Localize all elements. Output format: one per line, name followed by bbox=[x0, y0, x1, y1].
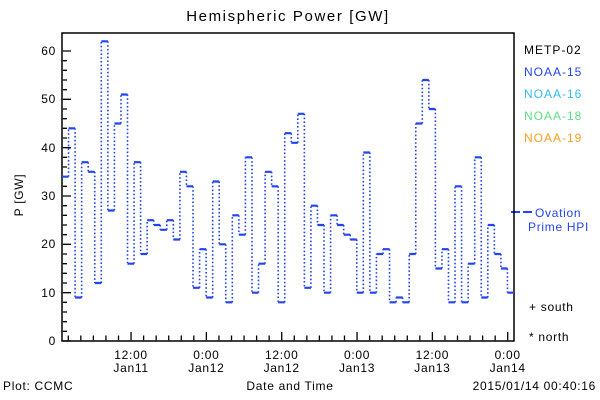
north-marker-key: * north bbox=[529, 330, 570, 344]
plot-credit: Plot: CCMC bbox=[3, 379, 74, 393]
axis-box bbox=[61, 32, 515, 342]
x-axis-label: Date and Time bbox=[246, 379, 334, 393]
chart-title: Hemispheric Power [GW] bbox=[186, 8, 390, 25]
ovation-legend: Ovation Prime HPI bbox=[511, 206, 589, 234]
line-sample-icon bbox=[511, 211, 520, 214]
axis-ticks bbox=[62, 50, 509, 342]
x-tick-label: 12:00 Jan11 bbox=[113, 348, 149, 375]
y-tick-label: 40 bbox=[41, 140, 56, 155]
legend-item-noaa-18: NOAA-18 bbox=[524, 109, 583, 123]
y-tick-label: 10 bbox=[41, 285, 56, 300]
legend-item-noaa-16: NOAA-16 bbox=[524, 87, 583, 101]
x-tick-label: 0:00 Jan12 bbox=[188, 348, 225, 375]
line-sample-icon bbox=[523, 211, 532, 214]
south-marker-key: + south bbox=[529, 300, 574, 314]
y-tick-label: 50 bbox=[41, 92, 56, 107]
x-tick-label: 12:00 Jan12 bbox=[263, 348, 300, 375]
x-tick-label: 0:00 Jan13 bbox=[338, 348, 376, 375]
legend-item-noaa-15: NOAA-15 bbox=[524, 65, 583, 79]
x-tick-label: 0:00 Jan14 bbox=[489, 348, 526, 375]
y-tick-label: 0 bbox=[48, 334, 56, 348]
ovation-legend-line1: Ovation bbox=[511, 206, 589, 220]
legend-item-metp-02: METP-02 bbox=[524, 43, 582, 57]
y-tick-label: 20 bbox=[41, 237, 56, 252]
hpi-step-risers bbox=[67, 41, 509, 303]
y-tick-label: 60 bbox=[41, 44, 56, 58]
legend-item-noaa-19: NOAA-19 bbox=[524, 131, 583, 145]
ovation-legend-line2: Prime HPI bbox=[528, 220, 589, 234]
plot-timestamp: 2015/01/14 00:40:16 bbox=[472, 379, 596, 393]
hpi-step-line bbox=[62, 40, 514, 304]
x-tick-label: 12:00 Jan13 bbox=[414, 348, 451, 375]
y-tick-label: 30 bbox=[41, 189, 56, 203]
